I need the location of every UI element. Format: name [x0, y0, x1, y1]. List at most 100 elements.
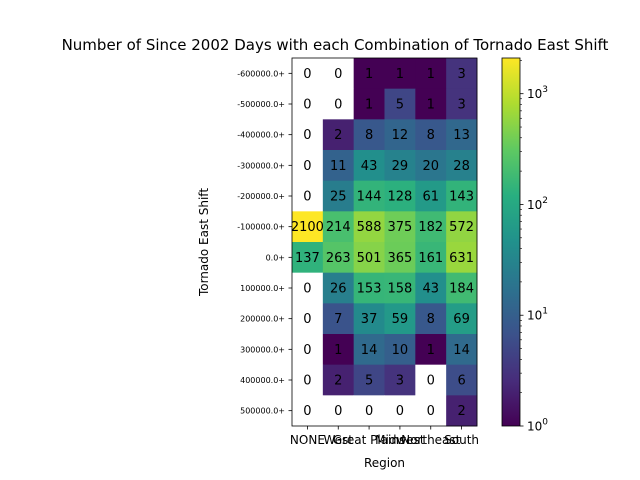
heatmap-cell — [353, 150, 385, 182]
heatmap-cell — [415, 88, 447, 120]
heatmap-cell — [384, 58, 416, 90]
cell-value-label: 184 — [449, 282, 474, 297]
chart-title: Number of Since 2002 Days with each Comb… — [62, 36, 609, 54]
heatmap-cell — [292, 364, 324, 396]
cell-value-label: 69 — [453, 312, 470, 327]
cell-value-label: 10 — [392, 343, 409, 358]
cell-value-label: 143 — [449, 190, 474, 205]
heatmap-cell — [353, 364, 385, 396]
y-tick-label: 0.0+ — [266, 253, 285, 262]
cell-value-label: 2 — [334, 128, 342, 143]
y-axis: -600000.0+ -500000.0+ -400000.0+ -300000.0+… — [237, 69, 292, 416]
cell-value-label: 61 — [422, 190, 439, 205]
heatmap-cell — [384, 119, 416, 151]
cell-value-label: 26 — [330, 282, 347, 297]
cell-value-label: 161 — [418, 251, 443, 266]
y-tick-label: -600000.0+ — [237, 69, 285, 78]
cell-value-label: 8 — [427, 128, 435, 143]
heatmap-cell — [322, 303, 355, 335]
cell-value-label: 0 — [334, 98, 342, 113]
heatmap-cell — [415, 334, 447, 366]
y-tick-label: 200000.0+ — [240, 315, 285, 324]
cell-value-label: 0 — [303, 67, 311, 82]
heatmap-cell — [353, 211, 385, 243]
cell-value-label: 501 — [357, 251, 382, 266]
colorbar-tick-label: 102 — [527, 196, 548, 212]
cell-value-label: 2 — [334, 374, 342, 389]
heatmap-cell — [384, 211, 416, 243]
colorbar-gradient — [501, 57, 521, 427]
heatmap-cell — [415, 364, 447, 396]
heatmap-cell — [415, 150, 447, 182]
cell-value-label: 8 — [365, 128, 373, 143]
heatmap-cell — [353, 334, 385, 366]
cell-value-label: 43 — [361, 159, 378, 174]
heatmap-cell — [292, 242, 324, 274]
heatmap-cell — [415, 272, 447, 304]
heatmap-cell — [415, 303, 447, 335]
x-tick-label: West — [323, 433, 353, 447]
heatmap-cell — [415, 119, 447, 151]
heatmap-cell — [292, 211, 324, 243]
heatmap-cell — [322, 334, 355, 366]
y-axis-label: Tornado East Shift — [197, 188, 211, 297]
heatmap-cell — [446, 119, 478, 151]
cell-value-label: 0 — [303, 343, 311, 358]
heatmap-cell — [415, 211, 447, 243]
cell-value-label: 0 — [303, 98, 311, 113]
heatmap-cell — [292, 303, 324, 335]
cell-value-label: 12 — [392, 128, 409, 143]
cell-value-label: 375 — [388, 220, 413, 235]
colorbar-ticks: 100 101 102 103 — [520, 60, 548, 434]
heatmap-cell — [384, 272, 416, 304]
plot-frame — [291, 57, 478, 427]
cell-value-label: 153 — [357, 282, 382, 297]
colorbar-tick-label: 101 — [527, 307, 548, 323]
heatmap-cell — [292, 150, 324, 182]
cell-value-label: 631 — [449, 251, 474, 266]
cell-value-label: 1 — [365, 98, 373, 113]
cell-value-label: 0 — [303, 374, 311, 389]
heatmap-cell — [353, 395, 385, 427]
y-tick-label: 400000.0+ — [240, 376, 285, 385]
heatmap-cell — [446, 211, 478, 243]
heatmap-cell — [292, 119, 324, 151]
cell-value-label: 1 — [427, 343, 435, 358]
cell-value-labels: 0 0 1 1 1 30 0 1 5 1 30 2 8 12 8 130 11 43 29 20 280 25 144 128… — [291, 67, 474, 419]
heatmap-cell — [322, 88, 355, 120]
cell-value-label: 2 — [457, 404, 465, 419]
cell-value-label: 0 — [334, 404, 342, 419]
heatmap-cell — [322, 58, 355, 90]
cell-value-label: 1 — [334, 343, 342, 358]
cell-value-label: 0 — [334, 67, 342, 82]
cell-value-label: 14 — [453, 343, 470, 358]
cell-value-label: 572 — [449, 220, 474, 235]
heatmap-cell — [384, 395, 416, 427]
heatmap-cell — [446, 58, 478, 90]
cell-value-label: 3 — [457, 98, 465, 113]
cell-value-label: 2100 — [291, 220, 324, 235]
y-tick-label: -300000.0+ — [237, 161, 285, 170]
heatmap-cell — [446, 242, 478, 274]
heatmap-cell — [353, 119, 385, 151]
heatmap-cell — [353, 180, 385, 212]
heatmap-cell — [446, 88, 478, 120]
x-tick-label: NONE — [290, 433, 325, 447]
cell-value-label: 588 — [357, 220, 382, 235]
colorbar: 100 101 102 103 — [501, 57, 548, 434]
colorbar-tick-label: 100 — [527, 418, 548, 434]
cell-value-label: 144 — [357, 190, 382, 205]
x-axis-label: Region — [364, 456, 405, 470]
x-tick-label: Midwest — [375, 433, 425, 447]
cell-value-label: 59 — [392, 312, 409, 327]
heatmap-cell — [292, 58, 324, 90]
cell-value-label: 25 — [330, 190, 347, 205]
heatmap-cell — [384, 242, 416, 274]
cell-value-label: 29 — [392, 159, 409, 174]
heatmap-cell — [322, 150, 355, 182]
y-tick-label: 300000.0+ — [240, 345, 285, 354]
cell-value-label: 137 — [295, 251, 320, 266]
heatmap-cell — [292, 272, 324, 304]
cell-value-label: 5 — [396, 98, 404, 113]
